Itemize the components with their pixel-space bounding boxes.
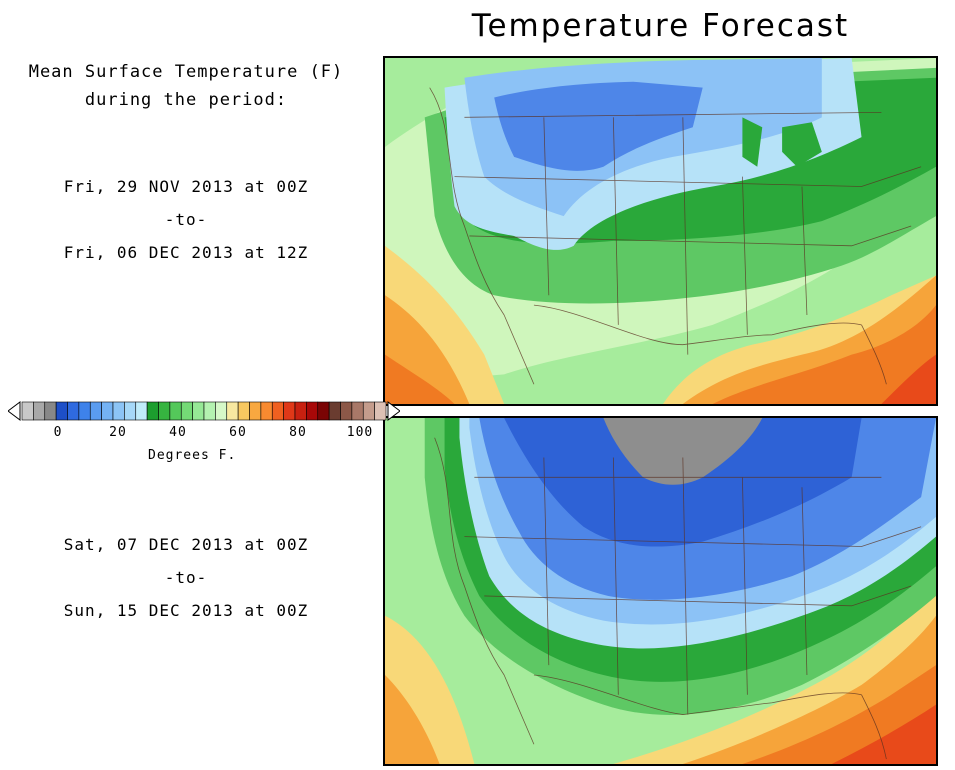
map2-zone-gray <box>603 418 763 485</box>
legend-tick-20: 20 <box>109 425 127 440</box>
legend-cell <box>283 401 296 421</box>
legend-cell <box>260 401 273 421</box>
map-period-2-image <box>385 418 936 764</box>
period-2-label: Sat, 07 DEC 2013 at 00Z -to- Sun, 15 DEC… <box>0 528 372 627</box>
period-2-separator: -to- <box>164 568 208 587</box>
legend-cell <box>249 401 262 421</box>
legend-tick-80: 80 <box>289 425 307 440</box>
legend-cell <box>78 401 91 421</box>
legend-cell <box>192 401 205 421</box>
map2-borders <box>434 437 922 760</box>
legend-tick-100: 100 <box>346 425 374 440</box>
legend-cell <box>112 401 125 421</box>
map-period-2 <box>383 416 938 766</box>
legend-tick-60: 60 <box>229 425 247 440</box>
legend-cell <box>328 401 341 421</box>
legend-tick-0: 0 <box>53 425 63 440</box>
subtitle-line-1: Mean Surface Temperature (F) <box>28 62 344 82</box>
legend-cell <box>294 401 307 421</box>
period-1-separator: -to- <box>164 210 208 229</box>
map1-zone-red <box>881 354 936 404</box>
legend-cell <box>101 401 114 421</box>
legend-cell <box>55 401 68 421</box>
map1-borders <box>429 87 922 385</box>
color-legend-bar <box>8 401 400 421</box>
legend-cell <box>135 401 148 421</box>
legend-cell <box>362 401 375 421</box>
legend-cell <box>226 401 239 421</box>
legend-cell <box>203 401 216 421</box>
legend-cell <box>306 401 319 421</box>
legend-cell <box>237 401 250 421</box>
legend-cell <box>215 401 228 421</box>
map-period-1 <box>383 56 938 406</box>
legend-tick-40: 40 <box>169 425 187 440</box>
period-1-start: Fri, 29 NOV 2013 at 00Z <box>63 177 309 196</box>
chart-subtitle: Mean Surface Temperature (F) during the … <box>0 58 372 114</box>
legend-cell <box>33 401 46 421</box>
legend-cell <box>180 401 193 421</box>
period-2-start: Sat, 07 DEC 2013 at 00Z <box>63 535 309 554</box>
map2-zone-orange <box>385 615 936 764</box>
legend-cell <box>271 401 284 421</box>
map1-zone-orange <box>385 275 936 404</box>
legend-cells <box>21 401 387 421</box>
legend-right-arrow <box>387 401 400 421</box>
legend-cell <box>317 401 330 421</box>
period-1-label: Fri, 29 NOV 2013 at 00Z -to- Fri, 06 DEC… <box>0 170 372 269</box>
map1-zone-mid-blue <box>494 81 703 171</box>
map2-zone-red <box>831 704 936 764</box>
legend-cell <box>351 401 364 421</box>
map-period-1-image <box>385 58 936 404</box>
legend-cell <box>21 401 34 421</box>
legend-cell <box>89 401 102 421</box>
legend-left-arrow <box>8 401 21 421</box>
legend-cell <box>340 401 353 421</box>
legend-cell <box>146 401 159 421</box>
legend-cell <box>124 401 137 421</box>
period-1-end: Fri, 06 DEC 2013 at 12Z <box>63 243 309 262</box>
chart-title: Temperature Forecast <box>471 8 850 44</box>
legend-cell <box>44 401 57 421</box>
map1-zone-dark-orange <box>385 305 936 404</box>
legend-cell <box>374 401 387 421</box>
legend-unit-label: Degrees F. <box>148 448 237 463</box>
subtitle-line-2: during the period: <box>84 90 288 110</box>
legend-cell <box>67 401 80 421</box>
legend-cell <box>169 401 182 421</box>
map1-zone-great-lakes <box>742 117 822 167</box>
legend-cell <box>158 401 171 421</box>
period-2-end: Sun, 15 DEC 2013 at 00Z <box>63 601 309 620</box>
